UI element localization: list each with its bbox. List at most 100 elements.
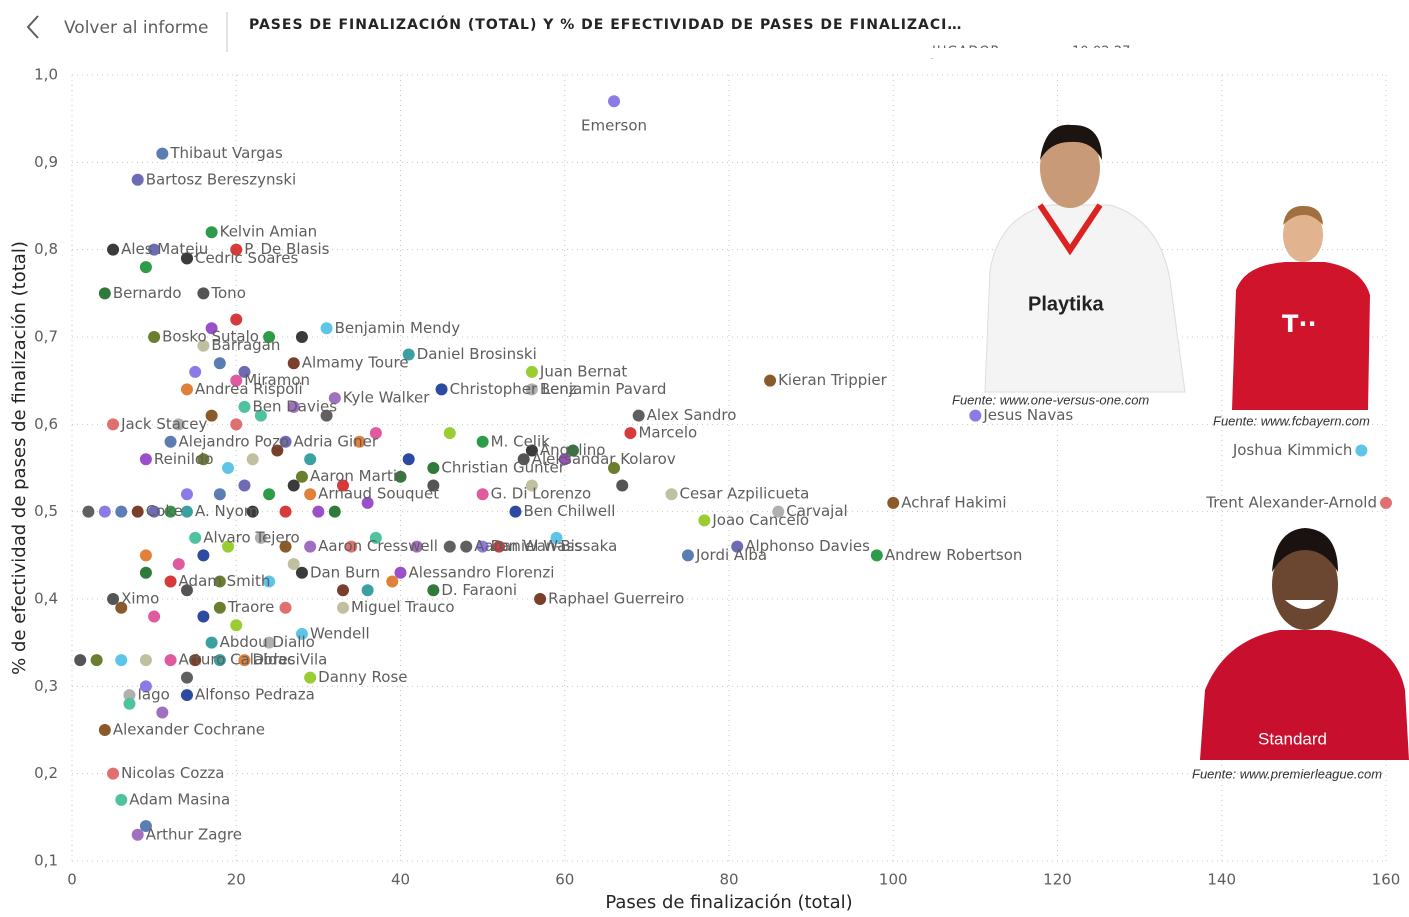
point[interactable] [222, 462, 235, 474]
point[interactable] [279, 435, 292, 448]
point[interactable] [205, 322, 218, 335]
point[interactable] [263, 331, 276, 343]
point[interactable] [82, 505, 95, 518]
point[interactable] [197, 549, 210, 562]
point[interactable] [295, 566, 308, 579]
point[interactable] [139, 453, 152, 466]
point[interactable] [304, 671, 317, 684]
point[interactable] [230, 243, 243, 256]
point[interactable] [287, 357, 300, 370]
point[interactable] [287, 479, 300, 492]
point[interactable] [197, 453, 210, 466]
point[interactable] [550, 531, 563, 544]
point[interactable] [681, 549, 694, 562]
point[interactable] [156, 147, 169, 160]
point[interactable] [115, 505, 128, 518]
point[interactable] [139, 820, 152, 833]
point[interactable] [230, 418, 243, 431]
point[interactable] [279, 540, 292, 553]
point[interactable] [197, 610, 210, 623]
point[interactable] [304, 540, 317, 553]
point[interactable] [386, 575, 399, 588]
point[interactable] [525, 444, 538, 457]
point[interactable] [608, 95, 621, 108]
point[interactable] [435, 383, 448, 396]
point[interactable] [534, 593, 547, 605]
point[interactable] [107, 767, 120, 780]
point[interactable] [189, 654, 202, 667]
point[interactable] [115, 601, 128, 614]
point[interactable] [131, 173, 144, 186]
point[interactable] [148, 610, 161, 623]
point[interactable] [361, 496, 374, 509]
point[interactable] [213, 488, 226, 501]
point[interactable] [394, 470, 407, 483]
point[interactable] [254, 531, 267, 544]
point[interactable] [263, 575, 276, 588]
point[interactable] [246, 453, 259, 466]
point[interactable] [107, 593, 120, 605]
point[interactable] [139, 566, 152, 579]
point[interactable] [361, 584, 374, 597]
point[interactable] [427, 479, 440, 492]
point[interactable] [197, 339, 210, 352]
point[interactable] [213, 357, 226, 370]
point[interactable] [295, 470, 308, 483]
point[interactable] [139, 680, 152, 693]
point[interactable] [887, 496, 900, 509]
point[interactable] [131, 828, 144, 841]
point[interactable] [98, 287, 111, 300]
point[interactable] [148, 331, 161, 343]
point[interactable] [139, 654, 152, 667]
point[interactable] [304, 453, 317, 466]
point[interactable] [328, 505, 341, 518]
point[interactable] [328, 392, 341, 405]
point[interactable] [205, 226, 218, 239]
point[interactable] [402, 453, 415, 466]
point[interactable] [180, 252, 193, 265]
point[interactable] [246, 505, 259, 518]
point[interactable] [263, 488, 276, 501]
point[interactable] [476, 488, 489, 501]
point[interactable] [271, 444, 284, 457]
point[interactable] [230, 374, 243, 387]
point[interactable] [238, 479, 251, 492]
point[interactable] [525, 365, 538, 378]
point[interactable] [180, 505, 193, 518]
point[interactable] [164, 654, 177, 667]
point[interactable] [98, 724, 111, 736]
point[interactable] [608, 462, 621, 474]
point[interactable] [476, 540, 489, 553]
point[interactable] [304, 488, 317, 501]
point[interactable] [279, 601, 292, 614]
point[interactable] [156, 706, 169, 719]
point[interactable] [353, 435, 366, 448]
point[interactable] [369, 531, 382, 544]
point[interactable] [197, 287, 210, 300]
point[interactable] [772, 505, 785, 518]
point[interactable] [172, 558, 185, 571]
point[interactable] [337, 584, 350, 597]
point[interactable] [148, 243, 161, 256]
point[interactable] [180, 383, 193, 396]
point[interactable] [295, 331, 308, 343]
point[interactable] [238, 400, 251, 413]
point[interactable] [213, 601, 226, 614]
point[interactable] [180, 488, 193, 501]
point[interactable] [616, 479, 629, 492]
point[interactable] [698, 514, 711, 527]
point[interactable] [558, 453, 571, 466]
point[interactable] [213, 575, 226, 588]
point[interactable] [764, 374, 777, 387]
point[interactable] [131, 505, 144, 518]
point[interactable] [205, 636, 218, 649]
point[interactable] [632, 409, 645, 422]
point[interactable] [279, 505, 292, 518]
point[interactable] [337, 479, 350, 492]
point[interactable] [410, 540, 423, 553]
back-icon[interactable] [26, 15, 39, 39]
point[interactable] [139, 261, 152, 274]
point[interactable] [320, 322, 333, 335]
point[interactable] [525, 479, 538, 492]
point[interactable] [172, 418, 185, 431]
